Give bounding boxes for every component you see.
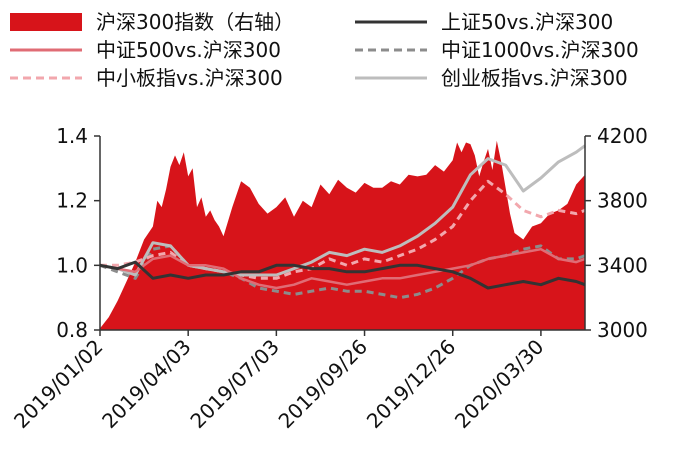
right-tick-label-2: 3400: [597, 253, 648, 277]
x-tick-label-4: 2019/09/26: [274, 335, 372, 433]
x-tick-label-2: 2019/04/03: [97, 335, 195, 433]
legend-item-1-swatch: [10, 13, 82, 31]
series-line-3: [99, 244, 586, 300]
legend-item-2-label: 上证50vs.沪深300: [441, 10, 613, 34]
x-tick-label-6: 2020/03/30: [450, 335, 548, 433]
left-tick-label-3: 1.2: [56, 189, 88, 213]
lines-layer: [99, 144, 586, 300]
right-tick-label-1: 3000: [597, 318, 648, 342]
plot-area: 0.81.01.21.430003400380042002019/01/0220…: [9, 124, 648, 433]
legend-item-6: 创业板指vs.沪深300: [355, 66, 628, 90]
legend-item-1: 沪深300指数（右轴）: [10, 10, 294, 34]
legend-item-5: 中小板指vs.沪深300: [10, 66, 283, 90]
right-tick-label-3: 3800: [597, 189, 648, 213]
x-tick-label-5: 2019/12/26: [362, 335, 460, 433]
legend-item-4: 中证1000vs.沪深300: [355, 38, 639, 62]
series-line-2: [99, 247, 586, 290]
left-tick-label-4: 1.4: [56, 124, 88, 148]
right-tick-label-4: 4200: [597, 124, 648, 148]
left-tick-label-2: 1.0: [56, 253, 88, 277]
series-hs300-area: [100, 140, 585, 330]
legend-item-5-label: 中小板指vs.沪深300: [96, 66, 283, 90]
x-tick-label-3: 2019/07/03: [185, 335, 283, 433]
legend-item-6-label: 创业板指vs.沪深300: [441, 66, 628, 90]
area-layer: [100, 140, 585, 330]
legend-item-1-label: 沪深300指数（右轴）: [96, 10, 294, 34]
series-line-5: [99, 144, 586, 277]
legend-item-2: 上证50vs.沪深300: [355, 10, 613, 34]
x-tick-label-1: 2019/01/02: [9, 335, 107, 433]
legend-item-3-label: 中证500vs.沪深300: [96, 38, 281, 62]
legend-item-3: 中证500vs.沪深300: [10, 38, 281, 62]
left-tick-label-1: 0.8: [56, 318, 88, 342]
legend: 沪深300指数（右轴） 上证50vs.沪深300 中证500vs.沪深300 中证10…: [10, 10, 639, 90]
legend-item-4-label: 中证1000vs.沪深300: [441, 38, 639, 62]
series-line-1: [99, 260, 586, 290]
